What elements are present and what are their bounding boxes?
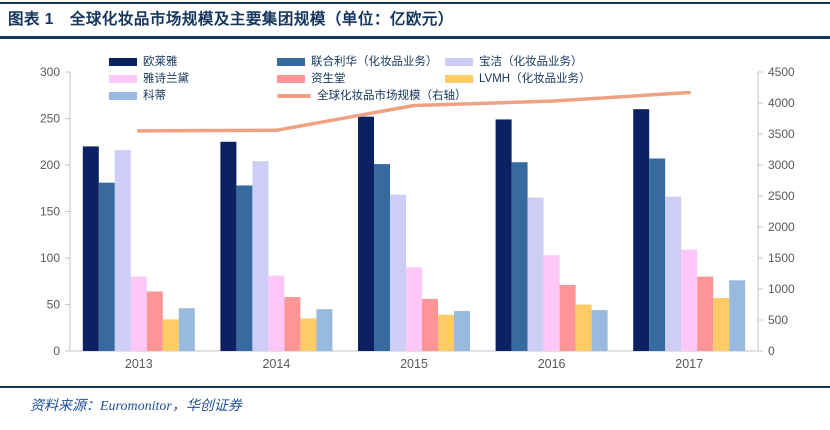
right-axis-tick-label: 500 [768,313,788,327]
legend-item-欧莱雅: 欧莱雅 [109,56,178,68]
left-axis-tick-label: 100 [40,251,60,265]
legend-color-swatch [445,58,473,66]
legend-label: 全球化妆品市场规模（右轴） [317,90,467,102]
right-axis-tick-label: 2000 [768,220,795,234]
bar-联合利华（化妆品业务）-2015 [374,164,390,351]
legend-label: 联合利华（化妆品业务） [311,56,438,68]
legend-item-全球化妆品市场规模（右轴）: 全球化妆品市场规模（右轴） [277,90,467,102]
legend-color-swatch [109,75,137,83]
bar-LVMH（化妆品业务）-2015 [438,314,454,351]
legend-item-宝洁（化妆品业务）: 宝洁（化妆品业务） [445,56,583,68]
left-axis-tick-label: 300 [40,65,60,79]
bar-欧莱雅-2016 [495,119,512,352]
bar-LVMH（化妆品业务）-2017 [713,297,730,351]
bar-资生堂-2015 [422,298,438,351]
bar-宝洁（化妆品业务）-2014 [252,161,269,351]
title-underline-rule [0,36,830,39]
bar-联合利华（化妆品业务）-2017 [649,158,666,351]
x-axis-category-label: 2016 [538,357,566,371]
top-border-rule [0,2,830,4]
bar-科蒂-2013 [178,308,195,351]
bar-科蒂-2017 [729,280,746,351]
right-axis-tick-label: 2500 [768,189,795,203]
x-axis-category-label: 2014 [262,357,290,371]
legend-color-swatch [277,58,305,66]
bar-联合利华（化妆品业务）-2016 [511,162,528,351]
right-axis-tick-label: 4000 [768,96,795,110]
legend-label: 资生堂 [311,73,346,85]
bar-联合利华（化妆品业务）-2014 [236,185,253,351]
legend-label: LVMH（化妆品业务） [479,73,591,85]
x-axis-category-label: 2015 [400,357,428,371]
bar-雅诗兰黛-2016 [543,255,560,351]
legend-item-资生堂: 资生堂 [277,73,346,85]
bar-欧莱雅-2017 [633,109,650,351]
legend-item-联合利华（化妆品业务）: 联合利华（化妆品业务） [277,56,438,68]
right-axis-tick-label: 3500 [768,127,795,141]
bar-LVMH（化妆品业务）-2016 [575,304,592,351]
right-axis-tick-label: 1500 [768,251,795,265]
bar-宝洁（化妆品业务）-2013 [114,150,131,351]
left-axis-tick-label: 200 [40,158,60,172]
bar-宝洁（化妆品业务）-2017 [665,196,682,351]
bar-欧莱雅-2015 [358,116,374,351]
bar-雅诗兰黛-2013 [130,276,147,351]
legend-item-雅诗兰黛: 雅诗兰黛 [109,73,189,85]
legend-color-swatch [445,75,473,83]
bar-雅诗兰黛-2017 [681,249,698,351]
footer-divider-rule [0,386,830,388]
right-axis-tick-label: 4500 [768,65,795,79]
right-axis-tick-label: 3000 [768,158,795,172]
legend-label: 科蒂 [143,90,166,102]
bar-科蒂-2016 [591,310,608,351]
x-axis-category-label: 2013 [125,357,153,371]
legend-item-科蒂: 科蒂 [109,90,166,102]
line-全球化妆品市场规模（右轴） [137,90,691,133]
bar-资生堂-2016 [559,284,576,351]
bar-资生堂-2014 [284,297,301,351]
figure-title: 图表 1 全球化妆品市场规模及主要集团规模（单位：亿欧元） [8,11,454,28]
right-axis-tick-label: 1000 [768,282,795,296]
bar-欧莱雅-2014 [220,141,237,351]
legend-line-swatch [277,94,311,98]
bar-欧莱雅-2013 [82,146,99,351]
bar-资生堂-2013 [146,291,163,351]
bar-雅诗兰黛-2014 [268,275,285,351]
bar-雅诗兰黛-2015 [406,267,422,351]
bar-资生堂-2017 [697,276,714,351]
bar-LVMH（化妆品业务）-2014 [300,318,317,351]
bar-宝洁（化妆品业务）-2016 [527,197,544,351]
bar-科蒂-2014 [316,309,333,351]
legend-label: 宝洁（化妆品业务） [479,56,583,68]
legend-label: 雅诗兰黛 [143,73,189,85]
legend-color-swatch [277,75,305,83]
source-note: 资料来源：Euromonitor，华创证券 [30,399,242,414]
x-axis-category-label: 2017 [675,357,703,371]
legend-item-LVMH（化妆品业务）: LVMH（化妆品业务） [445,73,591,85]
left-axis-tick-label: 150 [40,205,60,219]
right-axis-tick-label: 0 [768,344,775,358]
left-axis-tick-label: 50 [47,298,61,312]
bar-科蒂-2015 [454,311,470,351]
legend-color-swatch [109,58,137,66]
bar-联合利华（化妆品业务）-2013 [98,182,115,351]
bar-宝洁（化妆品业务）-2015 [390,194,406,351]
bar-LVMH（化妆品业务）-2013 [162,319,179,351]
left-axis-tick-label: 250 [40,112,60,126]
legend-color-swatch [109,92,137,100]
legend-label: 欧莱雅 [143,56,178,68]
left-axis-tick-label: 0 [53,344,60,358]
